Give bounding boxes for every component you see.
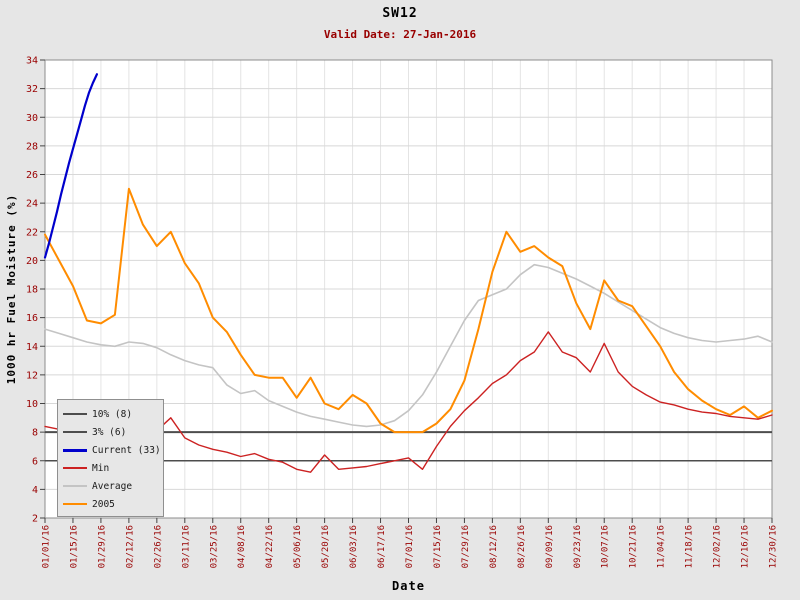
- x-tick-label: 11/04/16: [657, 525, 667, 568]
- x-tick-label: 07/01/16: [405, 525, 415, 568]
- y-tick-label: 32: [26, 84, 38, 95]
- legend-item-label: Average: [92, 480, 133, 492]
- x-tick-label: 05/20/16: [321, 525, 331, 568]
- x-tick-label: 10/21/16: [629, 525, 639, 568]
- legend-line-sample: [63, 448, 87, 452]
- x-tick-label: 11/18/16: [685, 525, 695, 568]
- legend-item: 2005: [63, 495, 163, 513]
- x-tick-label: 12/30/16: [769, 525, 779, 568]
- y-tick-label: 22: [26, 227, 38, 238]
- legend-line-sample: [63, 467, 87, 469]
- y-tick-label: 18: [26, 285, 38, 296]
- y-tick-label: 2: [32, 514, 38, 525]
- x-tick-label: 12/16/16: [741, 525, 751, 568]
- y-tick-label: 20: [26, 256, 38, 267]
- series-line-2005: [44, 187, 773, 434]
- y-tick-label: 28: [26, 141, 38, 152]
- x-tick-label: 01/29/16: [97, 525, 107, 568]
- legend-item: Current (33): [63, 441, 163, 459]
- x-tick-label: 09/23/16: [573, 525, 583, 568]
- legend-line-sample: [63, 485, 87, 487]
- legend-line-sample: [63, 413, 87, 415]
- series-line-current-33: [43, 73, 99, 259]
- y-tick-label: 34: [26, 56, 38, 67]
- legend-line-sample: [63, 431, 87, 433]
- y-tick-label: 6: [32, 456, 38, 467]
- y-tick-label: 30: [26, 113, 38, 124]
- x-tick-label: 12/02/16: [713, 525, 723, 568]
- x-tick-label: 03/11/16: [181, 525, 191, 568]
- legend-item-label: Min: [92, 462, 110, 474]
- y-tick-label: 4: [32, 485, 38, 496]
- y-tick-label: 14: [26, 342, 38, 353]
- y-tick-label: 10: [26, 399, 38, 410]
- legend-item: 3% (6): [63, 423, 163, 441]
- x-axis-title: Date: [392, 579, 425, 593]
- x-tick-label: 07/15/16: [433, 525, 443, 568]
- y-axis-title: 1000 hr Fuel Moisture (%): [5, 193, 18, 385]
- y-tick-label: 24: [26, 199, 38, 210]
- x-tick-label: 08/12/16: [489, 525, 499, 568]
- series-line-average: [44, 263, 773, 428]
- legend-item-label: 2005: [92, 498, 115, 510]
- y-tick-label: 12: [26, 370, 38, 381]
- x-tick-label: 10/07/16: [601, 525, 611, 568]
- x-tick-label: 01/01/16: [42, 525, 52, 568]
- series-line-min: [44, 331, 773, 473]
- y-tick-label: 26: [26, 170, 38, 181]
- x-tick-label: 02/26/16: [153, 525, 163, 568]
- legend-item: 10% (8): [63, 405, 163, 423]
- y-tick-label: 8: [32, 428, 38, 439]
- legend: 10% (8) 3% (6) Current (33) Min Average 2005: [57, 399, 164, 517]
- legend-item-label: 10% (8): [92, 408, 133, 420]
- legend-item: Min: [63, 459, 163, 477]
- x-tick-label: 08/26/16: [517, 525, 527, 568]
- x-tick-label: 01/15/16: [69, 525, 79, 568]
- valid-date-subtitle: Valid Date: 27-Jan-2016: [323, 28, 477, 41]
- legend-line-sample: [63, 503, 87, 505]
- x-tick-label: 04/22/16: [265, 525, 275, 568]
- legend-item-label: Current (33): [92, 444, 161, 456]
- x-tick-label: 07/29/16: [461, 525, 471, 568]
- x-tick-label: 02/12/16: [125, 525, 135, 568]
- y-tick-label: 16: [26, 313, 38, 324]
- x-tick-label: 03/25/16: [209, 525, 219, 568]
- legend-item: Average: [63, 477, 163, 495]
- x-tick-label: 06/03/16: [349, 525, 359, 568]
- chart-title: SW12: [382, 6, 418, 21]
- x-tick-label: 05/06/16: [293, 525, 303, 568]
- legend-item-label: 3% (6): [92, 426, 127, 438]
- x-tick-label: 06/17/16: [377, 525, 387, 568]
- x-tick-label: 09/09/16: [545, 525, 555, 568]
- x-tick-label: 04/08/16: [237, 525, 247, 568]
